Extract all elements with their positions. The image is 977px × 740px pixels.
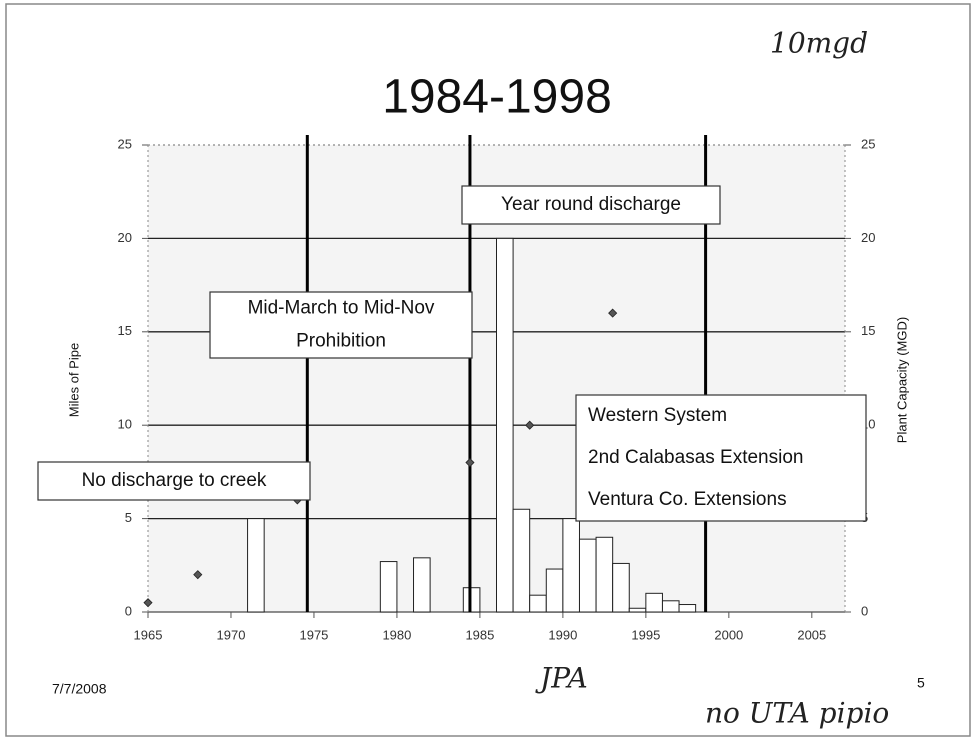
x-tick-label: 2005	[797, 627, 826, 642]
y-tick-label: 10	[118, 417, 132, 432]
handwritten-note: JPA	[535, 662, 588, 695]
point	[193, 570, 203, 580]
bar	[462, 587, 481, 613]
annotation: Western System	[588, 405, 727, 426]
x-tick-label: 1970	[217, 627, 246, 642]
x-tick-label: 2000	[714, 627, 743, 642]
point	[525, 420, 535, 430]
bar	[595, 536, 614, 613]
bar	[645, 592, 663, 613]
bar	[661, 600, 680, 613]
bar	[562, 518, 580, 613]
y-tick-label: 15	[118, 323, 132, 338]
annotation: No discharge to creek	[82, 470, 267, 491]
annotation: Ventura Co. Extensions	[588, 489, 787, 510]
bar	[545, 568, 564, 613]
y2-axis-label: Plant Capacity (MGD)	[894, 317, 909, 443]
y-tick-label: 5	[125, 510, 132, 525]
x-tick-label: 1975	[299, 627, 328, 642]
y-tick-label: 20	[118, 230, 132, 245]
annotation-box	[209, 291, 473, 359]
bar	[612, 562, 630, 613]
y2-tick-label: 15	[861, 323, 875, 338]
bar	[496, 237, 514, 613]
bar	[578, 538, 597, 613]
bar	[512, 508, 531, 613]
page-number: 5	[917, 675, 925, 691]
x-tick-label: 1990	[548, 627, 577, 642]
y2-tick-label: 0	[861, 603, 868, 618]
chart-title: 1984-1998	[382, 71, 612, 124]
annotation: 2nd Calabasas Extension	[588, 447, 803, 468]
y-tick-label: 25	[118, 136, 132, 151]
y2-tick-label: 20	[861, 230, 875, 245]
annotation-box	[575, 394, 867, 522]
bar	[678, 604, 697, 613]
y-axis-label: Miles of Pipe	[66, 343, 81, 417]
annotation-box	[37, 461, 311, 501]
annotation: Prohibition	[296, 331, 386, 352]
bar	[247, 518, 265, 613]
bar	[413, 557, 431, 613]
annotation-box	[461, 185, 721, 225]
handwritten-note: no UTA pipio	[705, 697, 889, 730]
y2-tick-label: 25	[861, 136, 875, 151]
annotation: Year round discharge	[501, 194, 681, 215]
point	[608, 308, 618, 318]
handwritten-note: 10mgd	[770, 27, 868, 60]
annotation: Mid-March to Mid-Nov	[248, 298, 435, 319]
x-tick-label: 1995	[631, 627, 660, 642]
bar	[628, 607, 647, 613]
x-tick-label: 1980	[382, 627, 411, 642]
point	[465, 457, 475, 468]
footer-date: 7/7/2008	[52, 681, 107, 697]
x-tick-label: 1985	[465, 627, 494, 642]
y-tick-label: 0	[125, 603, 132, 618]
bar	[529, 594, 547, 613]
x-tick-label: 1965	[134, 627, 163, 642]
point	[143, 598, 153, 608]
bar	[379, 561, 398, 613]
